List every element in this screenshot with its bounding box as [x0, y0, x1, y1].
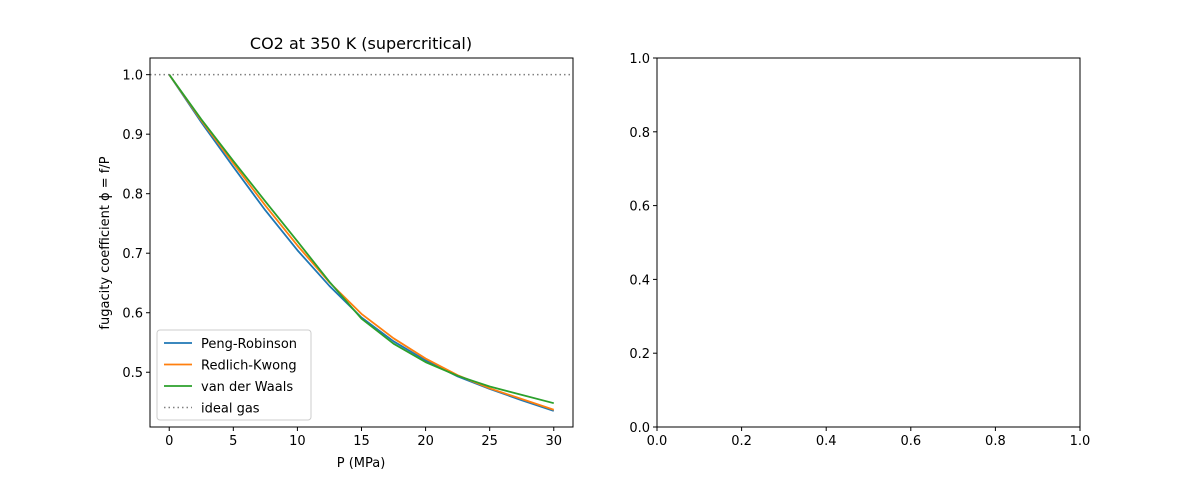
x-tick-label: 0.8: [985, 434, 1006, 449]
series-line-redlich-kwong: [168, 74, 555, 411]
legend-label: van der Waals: [201, 380, 293, 395]
y-tick-label: 0.8: [629, 126, 650, 141]
legend: Peng-Robinson Redlich-Kwong van der Waals i…: [156, 329, 312, 421]
y-tick-label: 0.9: [122, 128, 143, 143]
x-tick-label: 0.0: [647, 434, 668, 449]
x-tick-label: 0.6: [900, 434, 921, 449]
empty-chart: 0.0 0.2 0.4 0.6 0.8 1.0 0.0 0.2 0.4 0.6 0.8 1.0: [629, 52, 1090, 449]
x-tick-label: 1.0: [1070, 434, 1091, 449]
x-tick-label: 0.2: [731, 434, 752, 449]
y-tick-label: 0.2: [629, 347, 650, 362]
y-tick-label: 0.0: [629, 421, 650, 436]
legend-label: Redlich-Kwong: [201, 359, 297, 374]
plot-frame: [149, 57, 574, 428]
y-tick-label: 0.8: [122, 188, 143, 203]
y-tick-label: 1.0: [122, 69, 143, 84]
x-axis-label: P (MPa): [337, 456, 386, 471]
y-axis-ticks: 0.0 0.2 0.4 0.6 0.8 1.0: [629, 52, 657, 436]
x-axis-ticks: 0.0 0.2 0.4 0.6 0.8 1.0: [647, 427, 1091, 449]
legend-box: [156, 329, 312, 421]
x-tick-label: 10: [289, 434, 306, 449]
x-tick-label: 0: [165, 434, 173, 449]
x-tick-label: 0.4: [816, 434, 837, 449]
fugacity-chart: CO2 at 350 K (supercritical) 0 5 10 15 20 25 3…: [98, 34, 574, 471]
x-axis-ticks: 0 5 10 15 20 25 30: [165, 427, 562, 449]
x-tick-label: 20: [417, 434, 434, 449]
y-tick-label: 0.6: [629, 200, 650, 215]
x-tick-label: 30: [545, 434, 562, 449]
legend-label: ideal gas: [201, 402, 260, 417]
y-tick-label: 0.4: [629, 273, 650, 288]
plot-frame: [656, 57, 1081, 428]
y-tick-label: 0.7: [122, 247, 143, 262]
y-tick-label: 0.5: [122, 366, 143, 381]
series-line-van-der-waals: [168, 74, 554, 405]
y-tick-label: 0.6: [122, 307, 143, 322]
y-tick-label: 1.0: [629, 52, 650, 67]
x-tick-label: 25: [481, 434, 498, 449]
x-tick-label: 15: [353, 434, 370, 449]
x-tick-label: 5: [229, 434, 237, 449]
legend-label: Peng-Robinson: [201, 337, 297, 352]
y-axis-ticks: 0.5 0.6 0.7 0.8 0.9 1.0: [122, 69, 150, 381]
y-axis-label: fugacity coefficient ϕ = f/P: [98, 156, 113, 329]
plot-area: [150, 73, 573, 412]
chart-title: CO2 at 350 K (supercritical): [250, 34, 472, 53]
